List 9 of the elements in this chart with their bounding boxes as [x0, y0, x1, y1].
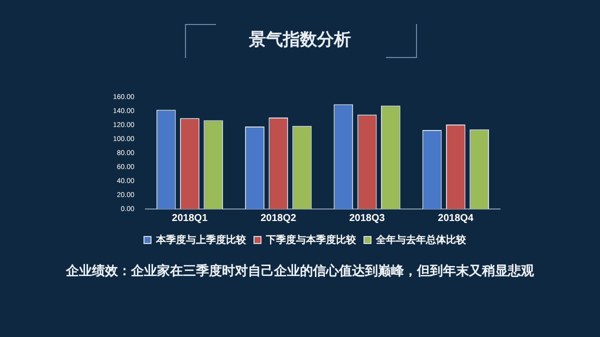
x-tick-label: 2018Q3 [349, 212, 386, 224]
legend-label: 本季度与上季度比较 [155, 234, 247, 246]
x-tick-label: 2018Q4 [438, 212, 474, 224]
x-tick-label: 2018Q1 [172, 212, 208, 224]
x-tick-label: 2018Q2 [260, 212, 297, 224]
legend-label: 全年与去年总体比较 [375, 234, 467, 246]
legend-label: 下季度与本季度比较 [265, 234, 357, 246]
chart-title: 景气指数分析 [248, 29, 352, 51]
text: 企业绩效：企业家在三季度时对自己企业的信心值达到巅峰，但到年末又稍显悲观 [64, 262, 535, 280]
